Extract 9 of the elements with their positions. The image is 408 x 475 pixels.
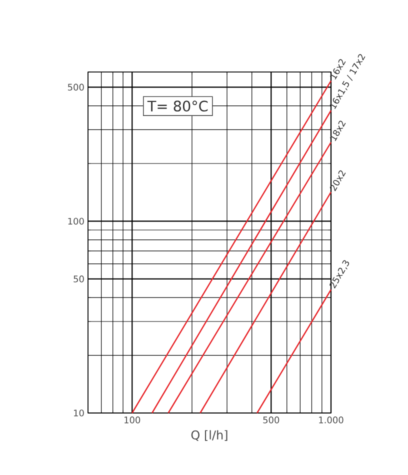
y-tick-label: 100 bbox=[68, 218, 84, 225]
y-tick-label: 50 bbox=[74, 276, 84, 282]
y-tick-label: 500 bbox=[68, 84, 84, 91]
x-tick-label: 100 bbox=[124, 416, 140, 424]
y-tick-label: 10 bbox=[74, 410, 84, 416]
annotation: T= 80°C bbox=[147, 100, 208, 112]
x-tick-label: 1.000 bbox=[319, 416, 344, 424]
x-tick-label: 500 bbox=[263, 416, 280, 424]
x-axis-title: Q [l/h] bbox=[191, 430, 228, 441]
